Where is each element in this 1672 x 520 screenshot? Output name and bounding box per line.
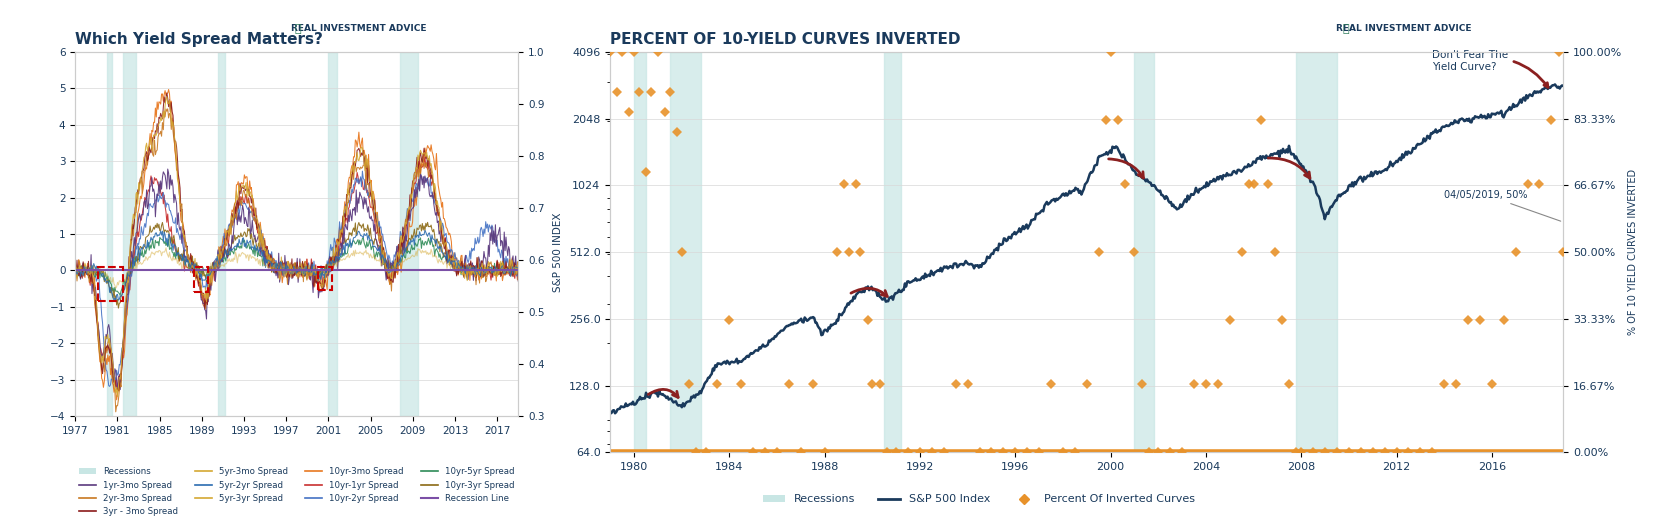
Text: ⛨: ⛨: [1343, 23, 1349, 34]
Bar: [634, 52, 645, 452]
Bar: [884, 52, 901, 452]
Y-axis label: S&P 500 INDEX: S&P 500 INDEX: [553, 213, 563, 292]
Bar: [1134, 52, 1154, 452]
Text: PERCENT OF 10-YIELD CURVES INVERTED: PERCENT OF 10-YIELD CURVES INVERTED: [610, 32, 961, 47]
Bar: [328, 52, 336, 416]
Y-axis label: % OF 10 YIELD CURVES INVERTED: % OF 10 YIELD CURVES INVERTED: [1629, 169, 1639, 335]
Bar: [400, 52, 418, 416]
Text: Which Yield Spread Matters?: Which Yield Spread Matters?: [75, 32, 323, 47]
Bar: [1296, 52, 1338, 452]
Legend: Recessions, 1yr-3mo Spread, 2yr-3mo Spread, 3yr - 3mo Spread, 5yr-3mo Spread, 5y: Recessions, 1yr-3mo Spread, 2yr-3mo Spre…: [75, 464, 518, 520]
Bar: [217, 52, 226, 416]
Legend: Recessions, S&P 500 Index, Percent Of Inverted Curves: Recessions, S&P 500 Index, Percent Of In…: [759, 490, 1199, 509]
Bar: [670, 52, 701, 452]
Bar: [107, 52, 112, 416]
Text: ⛨: ⛨: [294, 23, 301, 34]
Text: REAL INVESTMENT ADVICE: REAL INVESTMENT ADVICE: [291, 24, 426, 33]
Text: Don't Fear The
Yield Curve?: Don't Fear The Yield Curve?: [1433, 50, 1548, 87]
Text: 04/05/2019, 50%: 04/05/2019, 50%: [1445, 190, 1560, 221]
Bar: [122, 52, 137, 416]
Text: REAL INVESTMENT ADVICE: REAL INVESTMENT ADVICE: [1336, 24, 1471, 33]
